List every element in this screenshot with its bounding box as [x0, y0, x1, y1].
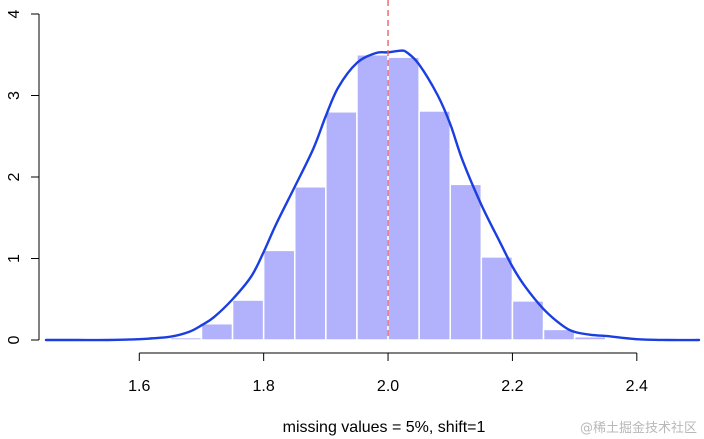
histogram-bar — [542, 328, 576, 341]
y-tick-label: 2 — [6, 172, 23, 181]
histogram-bar — [200, 322, 234, 341]
histogram-bar — [356, 54, 389, 341]
histogram-bar — [418, 110, 451, 341]
x-tick-label: 1.8 — [253, 378, 275, 395]
x-axis: 1.6 1.8 2.0 2.2 2.4 — [128, 352, 648, 395]
x-tick-label: 2.4 — [626, 378, 648, 395]
x-tick-label: 1.6 — [128, 378, 150, 395]
density-curve — [44, 49, 701, 342]
histogram-bars — [169, 54, 607, 341]
histogram-bar — [511, 300, 545, 341]
histogram-bar — [449, 183, 483, 341]
histogram-bar — [480, 256, 514, 341]
density-curve-layer — [44, 49, 701, 342]
histogram-bar — [231, 299, 265, 341]
y-tick-label: 4 — [6, 9, 23, 18]
x-tick-label: 2.2 — [501, 378, 523, 395]
y-tick-label: 0 — [6, 335, 23, 344]
histogram-bar — [387, 56, 420, 341]
histogram-bar — [573, 335, 607, 341]
chart-subtitle: missing values = 5%, shift=1 — [283, 419, 486, 436]
histogram-bar — [169, 336, 203, 341]
y-tick-label: 1 — [6, 254, 23, 263]
histogram-bar — [325, 111, 358, 341]
y-axis: 0 1 2 3 4 — [6, 9, 40, 344]
histogram-bar — [262, 249, 296, 341]
x-tick-label: 2.0 — [377, 378, 399, 395]
watermark-text: @稀土掘金技术社区 — [580, 420, 697, 436]
histogram-bar — [294, 186, 327, 341]
y-tick-label: 3 — [6, 91, 23, 100]
